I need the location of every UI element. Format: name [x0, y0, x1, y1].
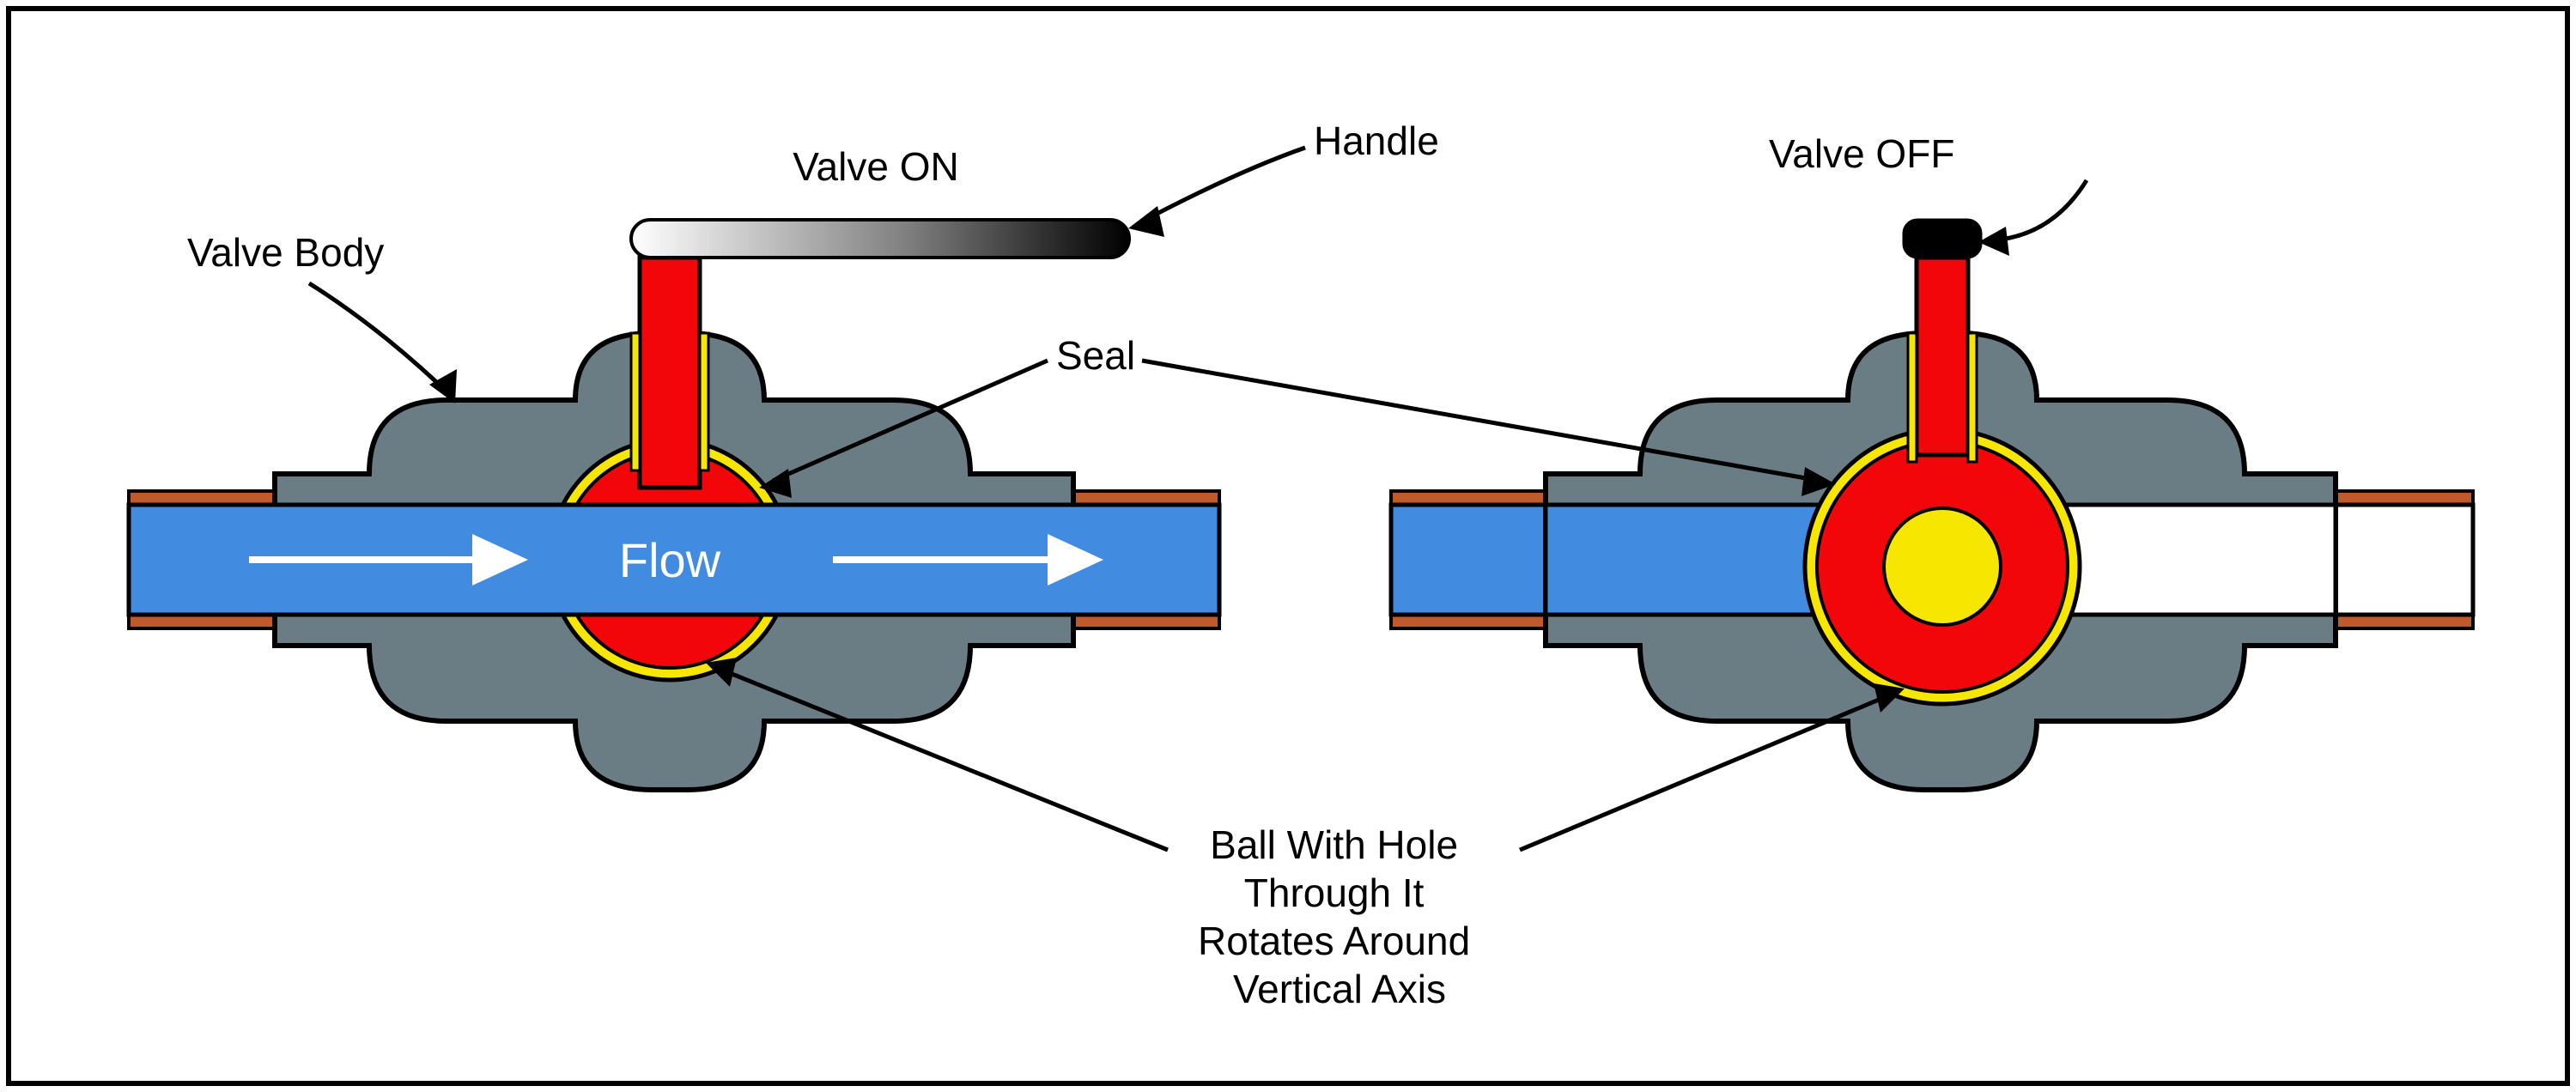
handle-on [631, 220, 1129, 258]
ball-label-line-3: Rotates Around [1198, 919, 1470, 963]
valve-on-label: Valve ON [793, 144, 958, 189]
handle-off [1904, 220, 1981, 258]
diagram-svg: Flow Valve ON [0, 0, 2576, 1092]
ball-bore-off [1884, 508, 2001, 625]
valve-off-label: Valve OFF [1769, 131, 1954, 176]
seal-label: Seal [1056, 333, 1135, 378]
valve-body-label: Valve Body [187, 230, 384, 275]
ball-label-line-4: Vertical Axis [1233, 967, 1446, 1011]
stem-on [640, 258, 700, 488]
valve-body-arrow [309, 283, 447, 391]
ball-label-line-1: Ball With Hole [1210, 822, 1458, 867]
stem-off [1917, 258, 1968, 455]
valve-on: Flow [129, 220, 1219, 790]
valve-off [1391, 220, 2473, 790]
handle-arrow [1142, 148, 1305, 221]
flow-label: Flow [619, 533, 721, 587]
ball-label: Ball With Hole Through It Rotates Around… [1198, 822, 1481, 1011]
ball-label-line-2: Through It [1244, 871, 1425, 915]
handle-label: Handle [1314, 118, 1439, 163]
diagram-canvas: Flow Valve ON [0, 0, 2576, 1092]
